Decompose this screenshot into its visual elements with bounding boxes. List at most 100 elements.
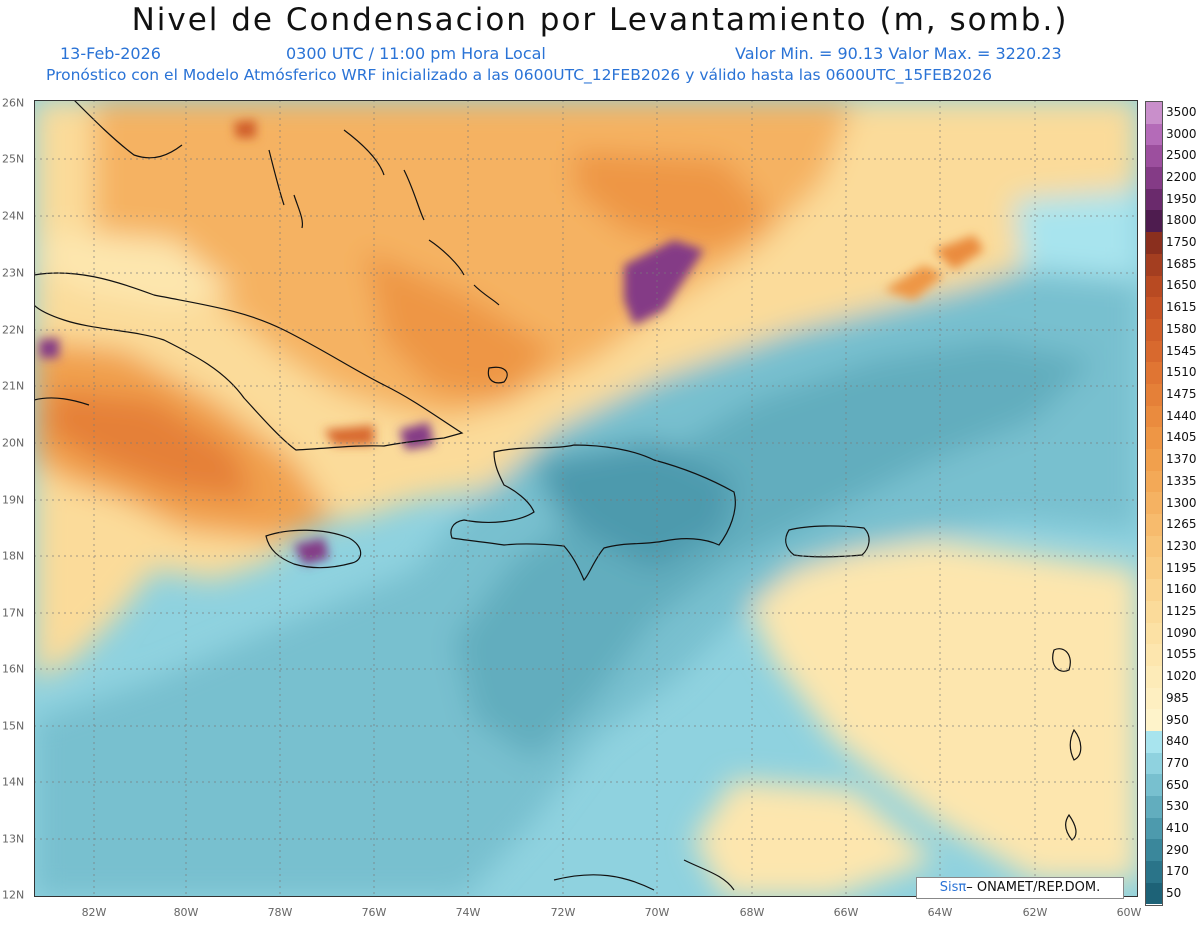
colorbar-swatch bbox=[1146, 644, 1162, 666]
sispi-logo: Sisπ bbox=[939, 880, 967, 895]
colorbar-label: 1300 bbox=[1166, 495, 1197, 510]
colorbar-label: 650 bbox=[1166, 777, 1189, 792]
coastlines bbox=[34, 100, 1082, 891]
colorbar-swatch bbox=[1146, 253, 1162, 276]
lon-tick: 80W bbox=[173, 906, 199, 919]
colorbar-swatch bbox=[1146, 622, 1162, 645]
colorbar-label: 290 bbox=[1166, 842, 1189, 857]
colorbar-swatch bbox=[1146, 297, 1162, 319]
colorbar-label: 1265 bbox=[1166, 517, 1197, 532]
colorbar-swatch bbox=[1146, 427, 1162, 449]
colorbar-label: 3000 bbox=[1166, 126, 1197, 141]
colorbar-label: 1615 bbox=[1166, 300, 1197, 315]
bahamas-chain bbox=[343, 129, 500, 306]
lat-tick: 13N bbox=[2, 832, 25, 846]
colorbar-label: 1020 bbox=[1166, 669, 1197, 684]
colorbar-swatch bbox=[1146, 340, 1162, 363]
lon-tick: 62W bbox=[1022, 906, 1048, 919]
colorbar-swatch bbox=[1146, 535, 1162, 558]
colorbar-label: 1800 bbox=[1166, 213, 1197, 228]
colorbar-swatch bbox=[1146, 362, 1162, 384]
colorbar-swatch bbox=[1146, 232, 1162, 254]
colorbar-swatch bbox=[1146, 167, 1162, 189]
colorbar-label: 170 bbox=[1166, 864, 1189, 879]
lat-tick: 19N bbox=[2, 493, 25, 507]
weather-map bbox=[34, 100, 1138, 897]
lat-tick: 14N bbox=[2, 775, 25, 789]
colorbar-swatch bbox=[1146, 449, 1162, 471]
colorbar-swatch bbox=[1146, 665, 1162, 688]
colorbar-swatch bbox=[1146, 210, 1162, 233]
colorbar-label: 840 bbox=[1166, 734, 1189, 749]
colorbar-swatch bbox=[1146, 752, 1162, 775]
min-max-values: Valor Min. = 90.13 Valor Max. = 3220.23 bbox=[735, 44, 1062, 63]
colorbar-label: 410 bbox=[1166, 821, 1189, 836]
lat-tick: 20N bbox=[2, 436, 25, 450]
colorbar-swatch bbox=[1146, 514, 1162, 536]
south-america-coast bbox=[553, 859, 735, 891]
colorbar-label: 1370 bbox=[1166, 452, 1197, 467]
colorbar-label: 2500 bbox=[1166, 148, 1197, 163]
colorbar-swatch bbox=[1146, 318, 1162, 341]
lcl-extremes bbox=[39, 120, 984, 565]
lon-tick: 78W bbox=[267, 906, 293, 919]
lat-tick: 23N bbox=[2, 266, 25, 280]
colorbar-label: 1055 bbox=[1166, 647, 1197, 662]
colorbar-label: 1580 bbox=[1166, 321, 1197, 336]
colorbar-labels: 3500 3000 2500 2200 1950 1800 1750 1685 1650 1615… bbox=[1166, 101, 1200, 904]
credit-box: Sisπ– ONAMET/REP.DOM. bbox=[916, 877, 1124, 899]
colorbar-swatch bbox=[1146, 600, 1162, 623]
colorbar-swatch bbox=[1146, 839, 1162, 862]
colorbar-label: 1440 bbox=[1166, 408, 1197, 423]
valid-time: 0300 UTC / 11:00 pm Hora Local bbox=[286, 44, 546, 63]
florida-coast bbox=[73, 100, 183, 159]
colorbar-label: 1090 bbox=[1166, 625, 1197, 640]
colorbar-swatch bbox=[1146, 102, 1162, 124]
colorbar-swatch bbox=[1146, 882, 1162, 905]
colorbar-swatch bbox=[1146, 557, 1162, 580]
colorbar-swatch bbox=[1146, 123, 1162, 146]
colorbar-label: 985 bbox=[1166, 690, 1189, 705]
valid-date: 13-Feb-2026 bbox=[60, 44, 161, 63]
lon-tick: 68W bbox=[739, 906, 765, 919]
yucatan-coast bbox=[34, 397, 90, 406]
lon-tick: 76W bbox=[361, 906, 387, 919]
lon-tick: 70W bbox=[644, 906, 670, 919]
map-canvas bbox=[34, 100, 1138, 897]
jamaica-coast bbox=[265, 529, 362, 569]
colorbar-label: 1335 bbox=[1166, 473, 1197, 488]
colorbar-label: 950 bbox=[1166, 712, 1189, 727]
colorbar-label: 50 bbox=[1166, 886, 1182, 901]
hispaniola-coast bbox=[450, 444, 736, 582]
lat-tick: 18N bbox=[2, 549, 25, 563]
colorbar-swatch bbox=[1146, 188, 1162, 211]
lat-tick: 24N bbox=[2, 209, 25, 223]
lat-tick: 15N bbox=[2, 719, 25, 733]
lon-tick: 72W bbox=[550, 906, 576, 919]
colorbar-label: 1125 bbox=[1166, 604, 1197, 618]
colorbar-label: 1950 bbox=[1166, 191, 1197, 206]
colorbar-label: 1475 bbox=[1166, 386, 1197, 401]
colorbar-label: 1160 bbox=[1166, 582, 1197, 597]
lat-tick: 21N bbox=[2, 379, 25, 393]
colorbar-swatch bbox=[1146, 709, 1162, 731]
colorbar-label: 770 bbox=[1166, 755, 1189, 770]
colorbar-label: 1685 bbox=[1166, 256, 1197, 271]
lon-tick: 82W bbox=[81, 906, 107, 919]
colorbar-label: 3500 bbox=[1166, 104, 1197, 119]
lon-tick: 60W bbox=[1116, 906, 1142, 919]
colorbar-swatch bbox=[1146, 730, 1162, 753]
lat-lon-grid bbox=[34, 100, 1138, 897]
colorbar-label: 1650 bbox=[1166, 278, 1197, 293]
lat-tick: 16N bbox=[2, 662, 25, 676]
colorbar-swatch bbox=[1146, 774, 1162, 796]
colorbar-swatch bbox=[1146, 383, 1162, 406]
lesser-antilles bbox=[1052, 648, 1082, 841]
colorbar-swatch bbox=[1146, 492, 1162, 515]
colorbar-label: 1405 bbox=[1166, 430, 1197, 445]
credit-text: ONAMET/REP.DOM. bbox=[972, 880, 1101, 895]
cuba-coast bbox=[34, 272, 464, 451]
bahamas-andros bbox=[268, 149, 304, 229]
colorbar-swatch bbox=[1146, 275, 1162, 298]
colorbar-swatch bbox=[1146, 687, 1162, 710]
